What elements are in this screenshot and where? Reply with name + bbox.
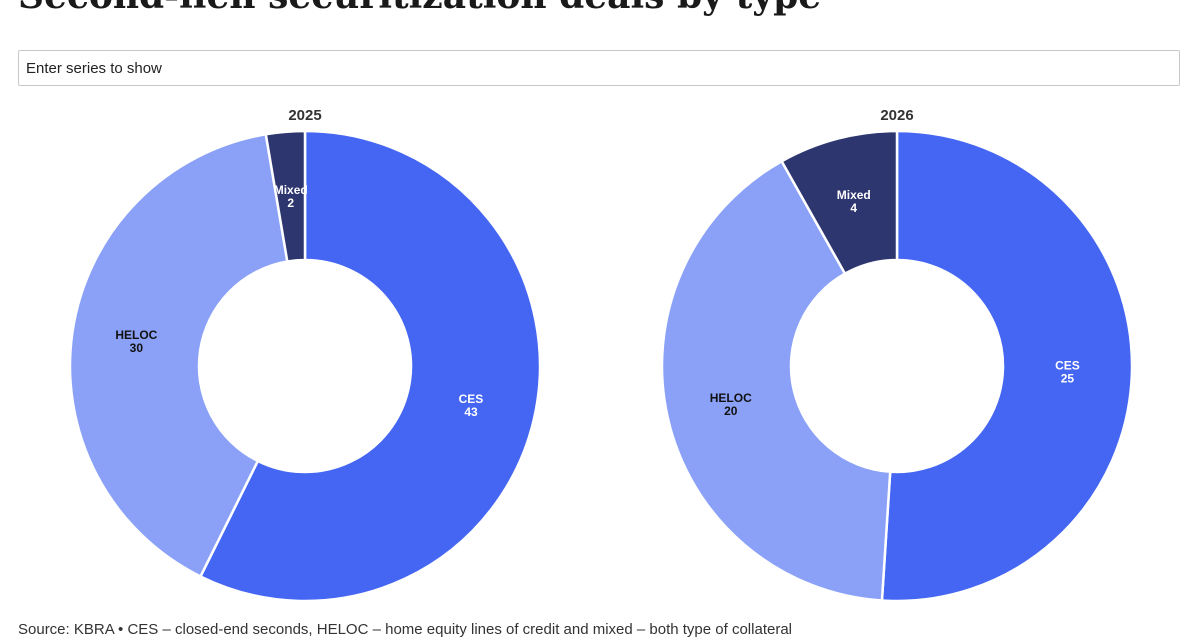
slice-value-mixed: 4 <box>850 201 857 215</box>
page-title: Second-lien securitization deals by type <box>18 0 821 14</box>
chart-title: 2026 <box>880 107 913 124</box>
series-search-input[interactable] <box>18 50 1180 86</box>
slice-value-heloc: 30 <box>130 341 144 355</box>
slice-value-mixed: 2 <box>287 196 294 210</box>
slice-ces[interactable] <box>880 129 1134 603</box>
chart-title: 2025 <box>288 107 321 124</box>
slice-value-ces: 25 <box>1061 371 1075 385</box>
slice-mixed[interactable] <box>780 129 899 275</box>
slice-heloc[interactable] <box>660 159 892 602</box>
slice-mixed[interactable] <box>264 129 307 263</box>
slice-label-ces: CES <box>1055 358 1080 372</box>
slice-ces[interactable] <box>199 129 542 603</box>
slice-label-mixed: Mixed <box>837 188 871 202</box>
slice-value-ces: 43 <box>464 405 478 419</box>
slice-label-ces: CES <box>459 392 484 406</box>
slice-label-heloc: HELOC <box>710 391 752 405</box>
slice-label-heloc: HELOC <box>115 328 157 342</box>
donut-charts: 2025CES43HELOC30Mixed22026CES25HELOC20Mi… <box>68 107 1134 603</box>
slice-heloc[interactable] <box>68 133 289 578</box>
slice-label-mixed: Mixed <box>274 183 308 197</box>
slice-value-heloc: 20 <box>724 404 738 418</box>
